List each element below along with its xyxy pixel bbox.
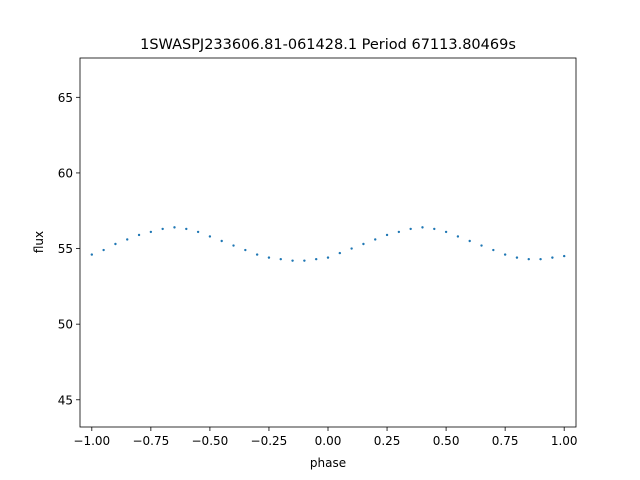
data-point	[433, 227, 436, 231]
data-point	[161, 227, 164, 231]
data-point	[114, 242, 117, 246]
data-point	[421, 226, 424, 229]
data-point	[397, 230, 401, 234]
data-point	[551, 256, 554, 259]
data-point	[314, 257, 318, 261]
data-point	[444, 230, 448, 234]
y-tick-label: 50	[58, 318, 73, 332]
y-tick-label: 60	[58, 166, 73, 180]
data-point	[409, 227, 412, 231]
data-point	[527, 257, 530, 261]
y-tick-label: 45	[58, 393, 73, 407]
x-tick-label: −0.25	[251, 434, 288, 448]
x-axis-label: phase	[310, 456, 346, 470]
data-point	[255, 253, 259, 256]
x-tick-label: −1.00	[73, 434, 110, 448]
data-point	[244, 248, 247, 252]
data-point	[350, 247, 353, 250]
data-point	[515, 256, 519, 259]
x-tick-label: −0.50	[192, 434, 229, 448]
data-point	[303, 259, 306, 262]
data-point	[385, 233, 389, 237]
data-point	[503, 253, 507, 256]
x-tick-label: 0.50	[433, 434, 460, 448]
data-point	[492, 248, 495, 252]
data-point	[326, 256, 330, 259]
x-axis: −1.00 −0.75 −0.50 −0.25 0.00 0.25 0.50 0.75 1.00	[73, 427, 578, 448]
data-point	[362, 242, 365, 246]
x-tick-label: 0.25	[374, 434, 401, 448]
data-point	[90, 253, 94, 256]
data-point	[185, 227, 188, 231]
y-axis-label: flux	[32, 231, 46, 253]
data-point	[220, 239, 223, 243]
data-point	[208, 235, 212, 238]
chart-title: 1SWASPJ233606.81-061428.1 Period 67113.8…	[140, 37, 516, 53]
y-axis: 45 50 55 60 65	[58, 91, 80, 407]
data-point	[456, 235, 460, 238]
data-point	[196, 230, 200, 234]
data-point	[149, 230, 153, 234]
y-tick-label: 65	[58, 91, 73, 105]
data-point	[232, 244, 235, 247]
data-point	[539, 257, 542, 261]
x-tick-label: 1.00	[551, 434, 578, 448]
x-tick-label: 0.75	[492, 434, 519, 448]
data-point	[468, 239, 471, 243]
data-point	[562, 254, 566, 258]
data-points	[90, 226, 566, 262]
x-tick-label: 0.00	[315, 434, 342, 448]
y-tick-label: 55	[58, 242, 73, 256]
data-point	[291, 259, 294, 262]
data-point	[480, 244, 483, 247]
data-point	[126, 238, 129, 241]
data-point	[279, 257, 282, 261]
data-point	[173, 226, 176, 229]
data-point	[267, 256, 271, 259]
data-point	[338, 251, 342, 255]
data-point	[102, 248, 105, 252]
data-point	[137, 233, 141, 237]
data-point	[374, 238, 377, 241]
x-tick-label: −0.75	[132, 434, 169, 448]
